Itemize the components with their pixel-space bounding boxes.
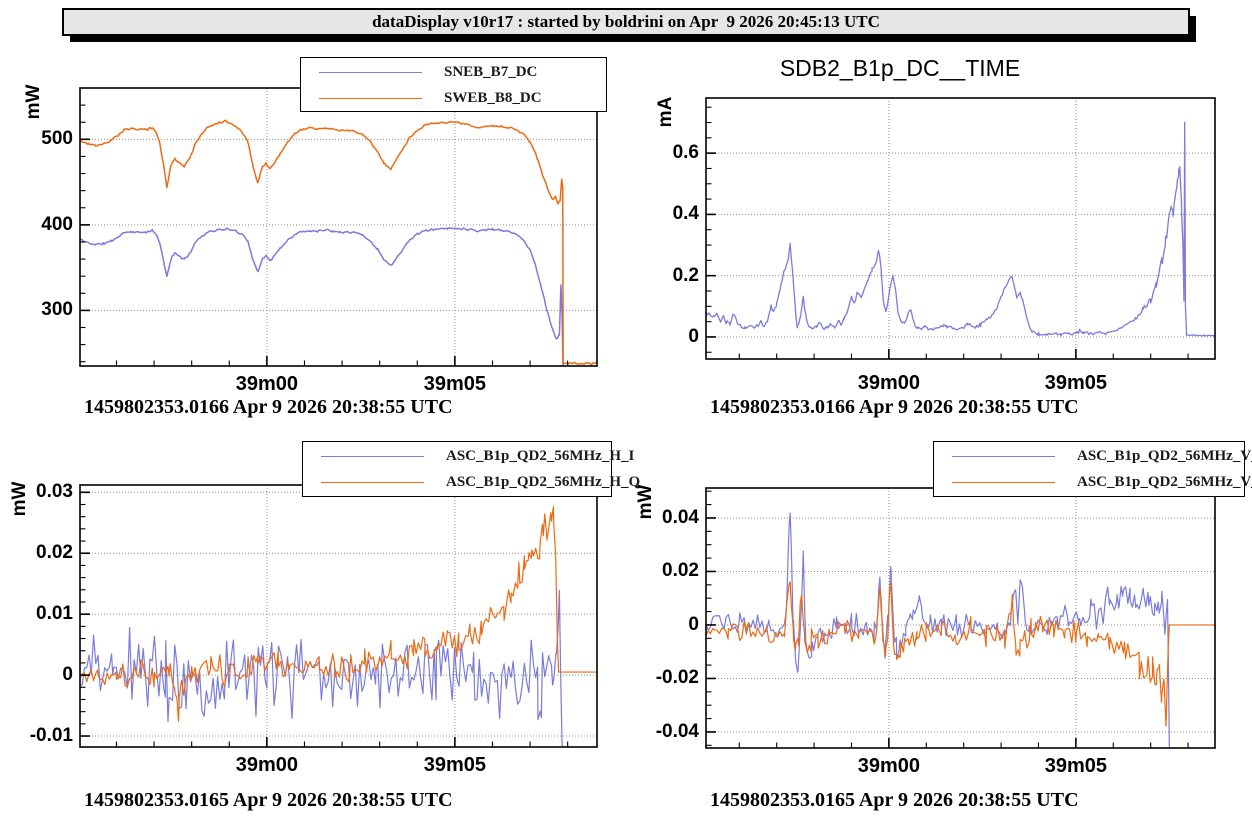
bottom-right-y-tick-label: -0.02 (655, 667, 699, 689)
top-left-plot-canvas[interactable] (77, 85, 600, 369)
titlebar-text: dataDisplay v10r17 : started by boldrini… (372, 12, 880, 31)
top-right-series-SDB2_B1p_DC (706, 121, 1215, 337)
bottom-left-y-tick-label: 0.03 (36, 481, 73, 503)
top-left-series-SNEB_B7_DC (80, 227, 564, 366)
bottom-right-y-tick-label: 0.02 (662, 560, 699, 582)
top-right-y-tick-label: 0 (688, 325, 699, 347)
top-left-x-tick-label: 39m05 (423, 373, 486, 395)
top-right-x-tick-label: 39m00 (857, 372, 921, 394)
bottom-left-legend-item: ASC_B1p_QD2_56MHz_H_I (303, 443, 634, 470)
top-left-legend-line-sample (319, 98, 422, 99)
bottom-left-plot-canvas[interactable] (77, 482, 600, 750)
bottom-right-legend-item: ASC_B1p_QD2_56MHz_V_Q (934, 469, 1252, 496)
bottom-left-y-tick-label: 0 (62, 664, 73, 686)
bottom-left-legend-label: ASC_B1p_QD2_56MHz_H_I (446, 448, 635, 464)
bottom-right-x-tick-label: 39m05 (1044, 755, 1108, 777)
bottom-right-y-tick-label: 0 (688, 613, 699, 635)
top-left-legend: SNEB_B7_DC SWEB_B8_DC (300, 57, 607, 112)
bottom-right-series-ASC_B1p_QD2_56MHz_V_Q (706, 581, 1215, 727)
bottom-right-legend-line-sample (952, 456, 1055, 457)
bottom-right-legend-item: ASC_B1p_QD2_56MHz_V_I (934, 443, 1252, 470)
bottom-right-legend: ASC_B1p_QD2_56MHz_V_I ASC_B1p_QD2_56MHz_V… (933, 441, 1252, 497)
top-right-plot-canvas[interactable] (703, 95, 1218, 362)
top-left-y-tick-label: 500 (41, 128, 73, 150)
top-right-title: SDB2_B1p_DC__TIME (779, 55, 1021, 81)
bottom-left-x-tick-label: 39m00 (235, 754, 298, 776)
top-right-y-axis-unit: mA (655, 96, 676, 128)
top-right-y-tick-label: 0.4 (672, 203, 699, 225)
bottom-right-legend-label: ASC_B1p_QD2_56MHz_V_Q (1077, 474, 1252, 490)
bottom-left-legend-line-sample (321, 482, 424, 483)
bottom-right-series-ASC_B1p_QD2_56MHz_V_I (706, 512, 1170, 748)
bottom-left-x-tick-label: 39m05 (423, 754, 486, 776)
top-left-legend-line-sample (319, 72, 422, 73)
bottom-left-legend-line-sample (321, 456, 424, 457)
top-left-series-SWEB_B8_DC (80, 119, 597, 366)
bottom-left-legend: ASC_B1p_QD2_56MHz_H_I ASC_B1p_QD2_56MHz_H… (302, 441, 640, 497)
top-left-legend-item: SWEB_B8_DC (301, 85, 606, 112)
top-left-y-axis-unit: mW (23, 84, 44, 120)
top-left-timestamp: 1459802353.0166 Apr 9 2026 20:38:55 UTC (84, 396, 453, 418)
titlebar: dataDisplay v10r17 : started by boldrini… (62, 8, 1190, 36)
bottom-right-legend-label: ASC_B1p_QD2_56MHz_V_I (1077, 448, 1252, 464)
bottom-left-legend-label: ASC_B1p_QD2_56MHz_H_Q (446, 474, 641, 490)
bottom-right-plot-canvas[interactable] (703, 485, 1218, 751)
bottom-left-y-tick-label: 0.02 (36, 542, 73, 564)
top-right-timestamp: 1459802353.0166 Apr 9 2026 20:38:55 UTC (710, 396, 1079, 418)
top-right-y-tick-label: 0.6 (672, 142, 699, 164)
bottom-right-y-tick-label: -0.04 (655, 720, 699, 742)
bottom-right-x-tick-label: 39m00 (857, 755, 921, 777)
bottom-right-y-axis-unit: mW (635, 484, 656, 520)
top-left-legend-item: SNEB_B7_DC (301, 59, 606, 86)
top-left-legend-label: SWEB_B8_DC (444, 90, 542, 106)
top-right-x-tick-label: 39m05 (1044, 372, 1108, 394)
top-left-x-tick-label: 39m00 (235, 373, 298, 395)
top-left-legend-label: SNEB_B7_DC (444, 64, 538, 80)
bottom-left-y-axis-unit: mW (9, 481, 30, 517)
bottom-left-timestamp: 1459802353.0165 Apr 9 2026 20:38:55 UTC (84, 789, 453, 811)
top-left-y-tick-label: 300 (41, 299, 73, 321)
bottom-right-timestamp: 1459802353.0165 Apr 9 2026 20:38:55 UTC (710, 789, 1079, 811)
bottom-left-y-tick-label: -0.01 (29, 725, 73, 747)
top-left-y-tick-label: 400 (41, 213, 73, 235)
bottom-right-y-tick-label: 0.04 (662, 506, 699, 528)
bottom-left-y-tick-label: 0.01 (36, 603, 73, 625)
bottom-left-series-ASC_B1p_QD2_56MHz_H_Q (80, 506, 597, 723)
bottom-right-legend-line-sample (952, 482, 1055, 483)
top-right-y-tick-label: 0.2 (672, 264, 699, 286)
bottom-left-legend-item: ASC_B1p_QD2_56MHz_H_Q (303, 469, 640, 496)
